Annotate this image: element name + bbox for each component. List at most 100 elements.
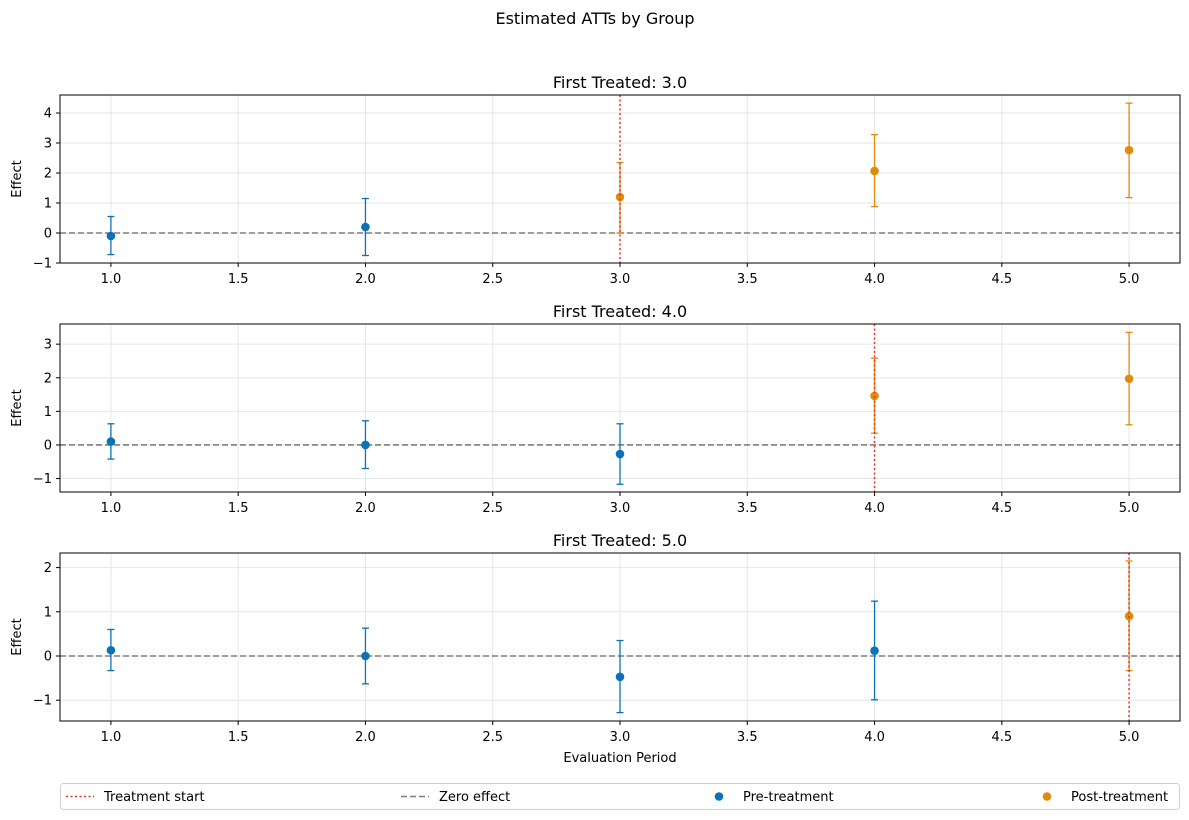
panel-1: 1.0 1.5 2.0 2.5 3.0 3.5 4.0 4.5 5.0 −1 0 1 2 3 4 First … [10, 73, 1181, 287]
point-marker [615, 192, 625, 202]
data-point-3 [615, 423, 625, 485]
x-axis-label: Evaluation Period [563, 751, 676, 766]
point-marker [361, 651, 370, 661]
point-marker [870, 391, 879, 401]
y-tick-label: 0 [44, 650, 52, 665]
legend-label: Pre-treatment [743, 790, 834, 805]
x-tick-label: 2.5 [482, 272, 503, 287]
y-axis-label: Effect [10, 160, 25, 197]
x-tick-label: 1.5 [228, 730, 249, 745]
x-tick-label: 5.0 [1119, 272, 1140, 287]
data-point-1 [106, 215, 116, 256]
x-tick-label: 3.0 [610, 272, 631, 287]
data-layer [60, 95, 1180, 263]
point-marker [1124, 374, 1134, 384]
point-marker [870, 166, 879, 176]
y-tick-label: 0 [44, 438, 52, 453]
panel-title: First Treated: 5.0 [553, 531, 687, 550]
figure-title: Estimated ATTs by Group [495, 9, 694, 28]
y-axis-label: Effect [10, 389, 25, 426]
point-marker [106, 645, 116, 655]
legend-item-zero: Zero effect [401, 790, 510, 805]
y-axis: −1 0 1 2 3 4 [33, 107, 60, 272]
x-tick-label: 2.5 [482, 730, 503, 745]
x-tick-label: 5.0 [1119, 501, 1140, 516]
x-tick-label: 3.0 [610, 501, 631, 516]
x-tick-label: 2.5 [482, 501, 503, 516]
point-marker [1124, 145, 1134, 155]
y-tick-label: 1 [44, 605, 52, 620]
x-tick-label: 4.0 [864, 501, 885, 516]
x-tick-label: 3.5 [737, 272, 758, 287]
x-tick-label: 3.5 [737, 501, 758, 516]
data-layer [60, 324, 1180, 492]
x-tick-label: 1.5 [228, 272, 249, 287]
legend: Treatment start Zero effect Pre-treatment P… [60, 783, 1180, 810]
data-point-1 [106, 628, 116, 672]
panel-2: 1.0 1.5 2.0 2.5 3.0 3.5 4.0 4.5 5.0 −1 0 1 2 3 First T… [10, 302, 1181, 516]
y-tick-label: 2 [44, 167, 52, 182]
x-tick-label: 2.0 [355, 730, 376, 745]
x-tick-label: 3.5 [737, 730, 758, 745]
data-point-1 [106, 423, 116, 460]
x-axis: 1.0 1.5 2.0 2.5 3.0 3.5 4.0 4.5 5.0 [101, 492, 1140, 516]
y-tick-label: −1 [33, 257, 52, 272]
y-tick-label: −1 [33, 472, 52, 487]
y-tick-label: 3 [44, 338, 52, 353]
x-tick-label: 3.0 [610, 730, 631, 745]
y-tick-label: 3 [44, 137, 52, 152]
point-marker [615, 672, 625, 682]
panel-title: First Treated: 3.0 [553, 73, 687, 92]
data-point-3 [615, 639, 625, 714]
legend-label: Zero effect [439, 790, 510, 805]
x-tick-label: 2.0 [355, 272, 376, 287]
point-marker [361, 222, 370, 232]
data-point-2 [361, 627, 370, 685]
point-marker [106, 437, 116, 446]
y-tick-label: 4 [44, 107, 52, 122]
y-tick-label: 0 [44, 227, 52, 242]
data-layer [60, 553, 1180, 721]
x-tick-label: 2.0 [355, 501, 376, 516]
y-axis: −1 0 1 2 3 [33, 338, 60, 487]
legend-label: Treatment start [103, 790, 205, 805]
x-tick-label: 4.5 [991, 730, 1012, 745]
y-axis-label: Effect [10, 618, 25, 655]
legend-swatch-marker [1042, 792, 1052, 801]
point-marker [361, 440, 370, 450]
point-marker [870, 646, 879, 656]
legend-box [60, 783, 1180, 810]
data-point-2 [361, 197, 370, 257]
y-tick-label: 2 [44, 371, 52, 386]
x-tick-label: 4.0 [864, 272, 885, 287]
x-tick-label: 1.0 [101, 501, 122, 516]
x-tick-label: 1.0 [101, 272, 122, 287]
legend-item-treatment: Treatment start [66, 790, 205, 805]
legend-swatch-marker [714, 792, 724, 801]
point-marker [106, 231, 116, 241]
y-axis: −1 0 1 2 [33, 561, 60, 709]
x-tick-label: 4.5 [991, 272, 1012, 287]
data-point-4 [870, 600, 879, 701]
y-tick-label: −1 [33, 694, 52, 709]
data-point-4 [870, 133, 879, 208]
y-tick-label: 1 [44, 405, 52, 420]
legend-label: Post-treatment [1071, 790, 1168, 805]
x-tick-label: 1.0 [101, 730, 122, 745]
panels: 1.0 1.5 2.0 2.5 3.0 3.5 4.0 4.5 5.0 −1 0 1 2 3 4 First … [10, 73, 1181, 766]
panel-title: First Treated: 4.0 [553, 302, 687, 321]
point-marker [615, 449, 625, 459]
x-tick-label: 4.0 [864, 730, 885, 745]
legend-item-post: Post-treatment [1042, 790, 1168, 805]
y-tick-label: 2 [44, 561, 52, 576]
x-axis: 1.0 1.5 2.0 2.5 3.0 3.5 4.0 4.5 5.0 [101, 263, 1140, 287]
x-tick-label: 1.5 [228, 501, 249, 516]
data-point-5 [1124, 102, 1134, 199]
x-axis: 1.0 1.5 2.0 2.5 3.0 3.5 4.0 4.5 5.0 [101, 721, 1140, 745]
data-point-5 [1124, 331, 1134, 426]
legend-item-pre: Pre-treatment [714, 790, 834, 805]
panel-3: 1.0 1.5 2.0 2.5 3.0 3.5 4.0 4.5 5.0 −1 0 1 2 First Tr… [10, 531, 1181, 766]
x-tick-label: 5.0 [1119, 730, 1140, 745]
x-tick-label: 4.5 [991, 501, 1012, 516]
